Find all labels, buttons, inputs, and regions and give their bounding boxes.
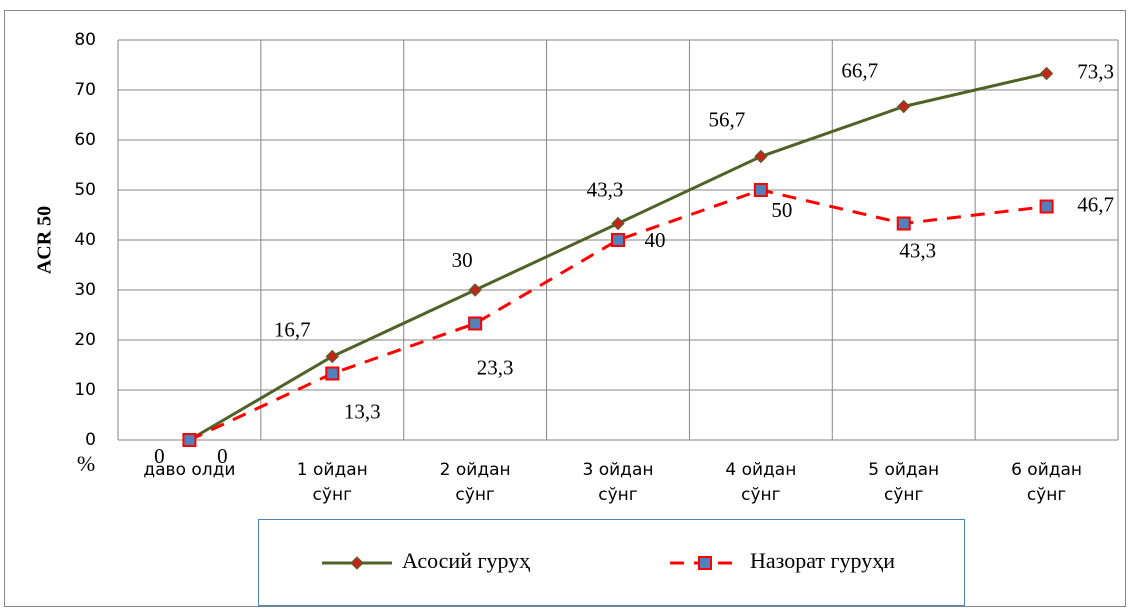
value-label: 0 [217, 444, 228, 468]
marker [325, 349, 339, 364]
marker [753, 183, 768, 197]
value-label: 13,3 [344, 399, 381, 423]
y-tick-label: 60 [74, 130, 96, 150]
marker [897, 99, 911, 114]
marker [698, 556, 712, 570]
marker [611, 233, 625, 247]
marker [182, 433, 197, 447]
marker [1039, 66, 1054, 81]
value-label: 30 [452, 248, 473, 272]
y-tick-label: 20 [74, 330, 96, 350]
y-tick-label: 0 [85, 430, 96, 450]
value-label: 43,3 [899, 238, 936, 262]
value-label: 40 [645, 228, 666, 252]
x-tick-label: 6 ойдан [1011, 460, 1082, 480]
legend-label: Асосий гуруҳ [402, 548, 530, 573]
x-tick-label: 2 ойдан [440, 460, 511, 480]
x-tick-label: 3 ойдан [583, 460, 654, 480]
marker [468, 283, 482, 297]
value-label: 0 [154, 444, 165, 468]
y-unit: % [77, 451, 95, 476]
x-tick-label: сўнг [455, 485, 495, 505]
value-label: 66,7 [841, 58, 878, 82]
y-tick-label: 30 [74, 280, 96, 300]
x-tick-label: сўнг [884, 485, 924, 505]
y-tick-label: 70 [74, 80, 96, 100]
marker [350, 556, 364, 570]
value-label: 50 [771, 198, 792, 222]
y-axis-label: ACR 50 [34, 206, 56, 274]
marker [325, 366, 340, 381]
x-tick-label: сўнг [741, 485, 781, 505]
value-label: 43,3 [587, 177, 624, 201]
y-tick-label: 50 [74, 180, 96, 200]
x-tick-label: 4 ойдан [725, 460, 796, 480]
x-tick-label: сўнг [313, 485, 353, 505]
marker [468, 316, 483, 331]
y-tick-label: 10 [74, 380, 96, 400]
x-tick-label: 1 ойдан [297, 460, 368, 480]
chart-border [4, 10, 1126, 607]
marker [896, 216, 911, 231]
legend-label: Назорат гуруҳи [750, 548, 895, 573]
value-label: 73,3 [1077, 59, 1114, 83]
marker [1039, 199, 1054, 214]
value-label: 23,3 [477, 355, 514, 379]
x-tick-label: даво олди [143, 460, 235, 480]
marker [754, 149, 768, 164]
y-tick-label: 80 [74, 30, 96, 50]
y-tick-label: 40 [74, 230, 96, 250]
value-label: 56,7 [708, 107, 745, 131]
value-label: 46,7 [1077, 192, 1114, 216]
x-tick-label: 5 ойдан [868, 460, 939, 480]
x-tick-label: сўнг [1027, 485, 1067, 505]
marker [611, 216, 625, 231]
x-tick-label: сўнг [598, 485, 638, 505]
value-label: 16,7 [274, 317, 311, 341]
